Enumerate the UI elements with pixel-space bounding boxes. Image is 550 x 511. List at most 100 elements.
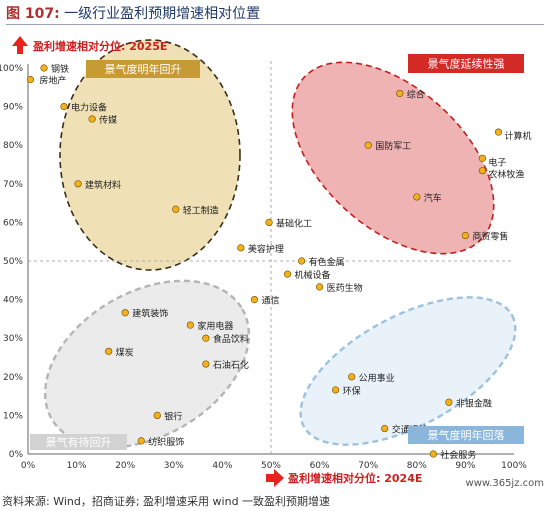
right-arrow-icon <box>266 469 284 487</box>
data-point <box>381 424 389 433</box>
data-point <box>186 321 194 329</box>
point-label: 国防军工 <box>375 140 411 152</box>
x-tick-label: 40% <box>212 461 232 471</box>
data-point <box>88 115 96 123</box>
data-point <box>26 75 35 84</box>
point-label: 通信 <box>261 295 279 307</box>
data-point <box>348 373 356 381</box>
x-tick-label: 60% <box>310 461 330 471</box>
region-q2 <box>59 39 241 271</box>
y-tick-label: 0% <box>9 450 24 460</box>
point-label: 石油石化 <box>213 359 249 371</box>
y-tick-label: 90% <box>3 103 23 113</box>
data-point <box>60 102 68 111</box>
data-point <box>332 386 340 394</box>
data-point <box>316 283 324 291</box>
x-axis-title: 盈利增速相对分位: 2024E <box>287 471 422 485</box>
region-tag-label: 景气度明年回落 <box>428 428 505 442</box>
point-label: 煤炭 <box>116 346 134 358</box>
figure-number: 图 107: <box>6 6 60 22</box>
y-tick-label: 20% <box>3 373 23 383</box>
point-label: 传媒 <box>99 114 117 126</box>
data-point <box>364 141 372 149</box>
data-point <box>237 244 245 252</box>
region-layer <box>43 39 517 449</box>
y-tick-label: 40% <box>3 296 23 306</box>
data-point <box>121 309 129 317</box>
region-q4 <box>299 296 517 446</box>
point-label: 农林牧渔 <box>488 169 524 181</box>
point-label: 医药生物 <box>327 282 363 294</box>
data-point <box>265 218 273 226</box>
point-label: 家用电器 <box>197 320 233 332</box>
x-tick-label: 90% <box>455 461 475 471</box>
point-label: 有色金属 <box>309 256 345 268</box>
point-label: 汽车 <box>424 192 442 204</box>
region-tag-label: 景气度明年回升 <box>105 62 182 76</box>
up-arrow-icon <box>12 36 28 54</box>
region-tag-q1 <box>408 54 524 73</box>
point-label: 建筑装饰 <box>132 308 168 320</box>
point-label: 机械设备 <box>295 269 331 281</box>
data-point <box>445 398 453 406</box>
source-note: 资料来源: Wind，招商证券; 盈利增速采用 wind 一致盈利预期增速 <box>2 495 331 508</box>
y-tick-label: 60% <box>3 218 23 228</box>
data-point <box>74 180 82 188</box>
x-tick-label: 80% <box>407 461 427 471</box>
data-point <box>172 205 180 213</box>
point-label: 美容护理 <box>248 243 284 255</box>
data-point <box>494 128 503 136</box>
data-point <box>396 89 404 98</box>
point-label: 计算机 <box>504 130 531 142</box>
region-tag-label: 景气度延续性强 <box>428 57 505 71</box>
data-point <box>40 64 48 72</box>
y-axis-title: 盈利增速相对分位: 2025E <box>32 39 167 53</box>
x-tick-label: 30% <box>164 461 184 471</box>
point-label: 电力设备 <box>71 102 107 114</box>
point-label: 食品饮料 <box>213 333 249 345</box>
point-label: 公用事业 <box>359 372 395 384</box>
point-label: 纺织服饰 <box>148 436 184 448</box>
point-label: 轻工制造 <box>183 204 219 216</box>
data-point <box>137 437 145 445</box>
x-tick-label: 20% <box>115 461 135 471</box>
x-tick-label: 50% <box>261 461 281 471</box>
data-point <box>413 193 421 201</box>
scatter-chart: 0% 10% 20% 30% 40% 50% 60% 70% 80% 90% 100% 0% 10% 20… <box>0 36 531 487</box>
data-point <box>250 296 259 304</box>
data-point <box>202 334 210 342</box>
region-q1 <box>291 61 495 255</box>
point-label: 商贸零售 <box>472 231 508 243</box>
watermark: www.365jz.com <box>465 478 544 489</box>
region-tag-q3 <box>30 434 127 450</box>
y-tick-label: 70% <box>3 180 23 190</box>
point-label: 综合 <box>407 88 425 100</box>
y-tick-label: 10% <box>3 411 23 421</box>
y-tick-label: 50% <box>3 257 23 267</box>
y-tick-label: 30% <box>3 334 23 344</box>
point-label: 社会服务 <box>440 449 476 461</box>
title-rule <box>6 24 544 25</box>
data-point <box>202 360 210 368</box>
data-point <box>283 270 292 278</box>
data-point <box>429 450 437 458</box>
figure-title-text: 一级行业盈利预期增速相对位置 <box>64 6 261 22</box>
region-tag-q4 <box>408 426 524 444</box>
axes-layer: 0% 10% 20% 30% 40% 50% 60% 70% 80% 90% 100% 0% 10% 20… <box>0 36 527 487</box>
point-label: 非银金融 <box>456 397 492 409</box>
data-point <box>105 347 113 355</box>
data-point <box>478 154 487 162</box>
region-q3 <box>43 279 251 449</box>
point-label: 钢铁 <box>51 63 69 75</box>
y-tick-label: 100% <box>0 64 23 74</box>
data-point <box>461 231 470 240</box>
x-tick-label: 100% <box>501 461 527 471</box>
point-label: 环保 <box>343 385 361 397</box>
x-tick-label: 70% <box>358 461 378 471</box>
figure-title: 图 107: 一级行业盈利预期增速相对位置 <box>6 3 260 23</box>
region-tag-label: 景气有待回升 <box>46 435 112 449</box>
data-point <box>478 167 487 175</box>
data-point <box>298 257 306 265</box>
point-label: 基础化工 <box>276 217 312 229</box>
